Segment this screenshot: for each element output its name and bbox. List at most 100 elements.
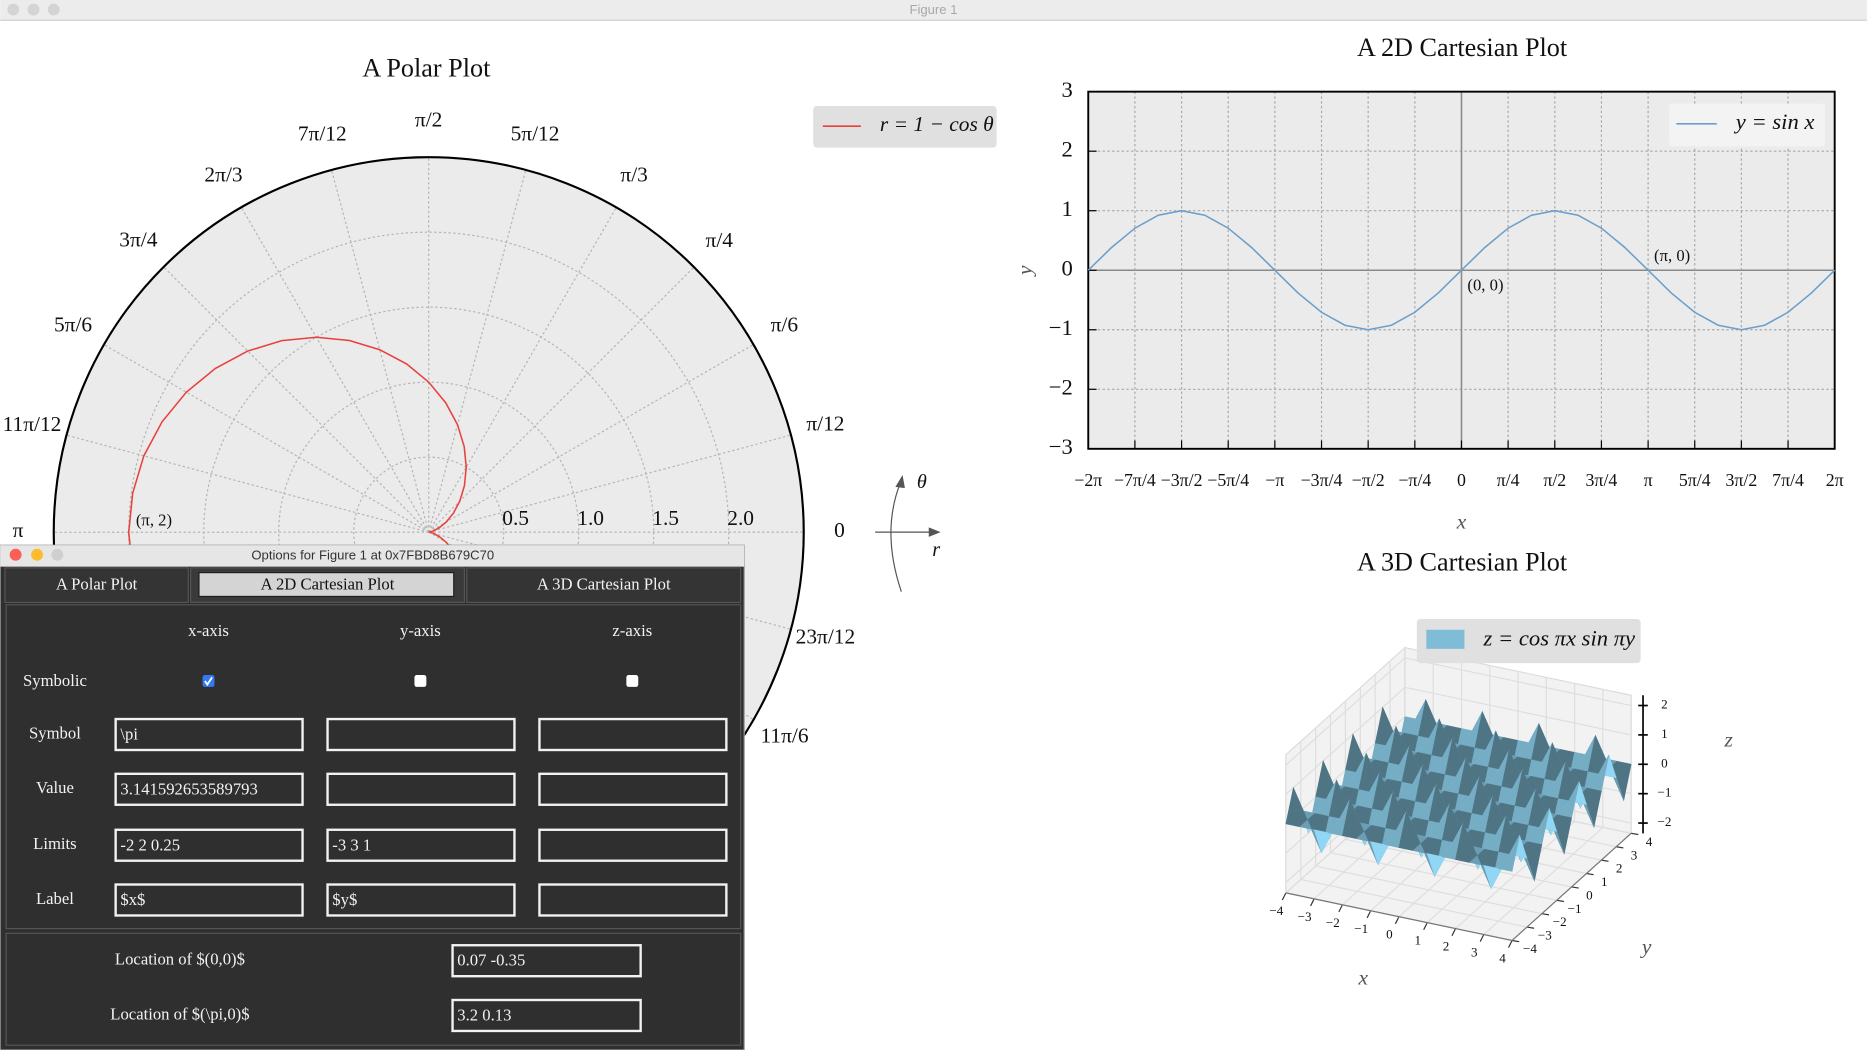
theta-tick-label: 3π/4 <box>119 228 157 252</box>
tick-mark <box>1479 934 1485 942</box>
tab-label: A 2D Cartesian Plot <box>261 575 395 594</box>
grid-line <box>1404 686 1632 736</box>
theta-direction-arc <box>890 483 902 592</box>
y-tick-label: −4 <box>1523 941 1537 956</box>
column-header: y-axis <box>400 621 441 640</box>
grid-line <box>1300 878 1528 928</box>
minimize-button[interactable] <box>31 548 44 561</box>
text-field[interactable] <box>326 883 516 917</box>
zoom-button[interactable] <box>47 3 60 16</box>
text-field[interactable] <box>538 883 728 917</box>
grid-circle <box>353 456 505 608</box>
tick-mark <box>1526 926 1535 929</box>
text-field[interactable] <box>538 772 728 806</box>
r-tick-label: 1.0 <box>577 506 604 530</box>
close-button[interactable] <box>7 3 20 16</box>
legend-box <box>813 105 997 148</box>
legend-box <box>1669 103 1826 147</box>
checkbox[interactable] <box>202 675 215 687</box>
grid-line <box>330 169 430 533</box>
y-tick-label: −1 <box>1049 315 1073 340</box>
checkmark <box>204 676 213 687</box>
text-field[interactable] <box>114 883 304 917</box>
checkbox[interactable] <box>414 675 427 687</box>
y-tick-label: −3 <box>1538 928 1552 943</box>
grid-line <box>1285 686 1406 795</box>
text-field[interactable] <box>538 717 728 752</box>
tick-mark <box>1571 886 1579 889</box>
chart-title: A 2D Cartesian Plot <box>1357 33 1568 62</box>
text-field[interactable] <box>326 717 516 752</box>
text-field[interactable] <box>326 828 516 862</box>
annotation: (π, 2) <box>136 510 172 529</box>
text-field[interactable] <box>114 717 304 752</box>
tab-active[interactable] <box>198 572 455 598</box>
z-axis-label: z <box>1724 728 1734 752</box>
x-tick-label: −5π/4 <box>1207 470 1249 490</box>
text-field[interactable] <box>326 772 516 806</box>
grid-line <box>428 343 754 533</box>
y-tick-label: −3 <box>1049 434 1073 459</box>
tick-mark <box>1281 892 1287 901</box>
tick-mark <box>1541 913 1550 916</box>
theta-tick-label: 5π/12 <box>511 121 560 145</box>
grid-line <box>66 434 429 533</box>
text-field[interactable] <box>114 828 304 862</box>
text-field[interactable] <box>451 998 642 1033</box>
r-tick-label: 0.5 <box>502 506 529 530</box>
theta-tick-label: π/2 <box>415 107 442 131</box>
tick-mark <box>1310 898 1315 907</box>
r-direction-label: r <box>932 539 940 561</box>
minimize-button[interactable] <box>27 3 40 16</box>
x-tick-label: 2 <box>1443 939 1450 954</box>
tick-mark <box>1507 940 1513 948</box>
axis-line <box>1285 832 1632 942</box>
grid-line <box>1315 865 1542 915</box>
y-tick-label: 0 <box>1586 887 1593 902</box>
theta-tick-label: π <box>13 518 24 542</box>
theta-tick-label: 5π/6 <box>54 313 92 337</box>
tab[interactable] <box>4 567 189 603</box>
tick-mark <box>1556 899 1564 903</box>
field-value: \pi <box>120 725 138 744</box>
options-dialog: Options for Figure 1 at 0x7FBD8B679C70 A… <box>0 544 745 1050</box>
text-field[interactable] <box>451 944 642 978</box>
field-value: -2 2 0.25 <box>120 835 180 854</box>
zoom-button[interactable] <box>51 548 64 561</box>
x-axis-label: x <box>1456 510 1467 534</box>
y-tick-label: 3 <box>1061 77 1072 102</box>
text-field[interactable] <box>538 828 728 862</box>
tab[interactable] <box>466 567 742 603</box>
y-axis-label: y <box>1640 935 1652 959</box>
x-tick-label: π <box>1644 470 1653 490</box>
tick-mark <box>1601 859 1609 862</box>
tick-mark <box>1338 904 1343 913</box>
y-tick-label: −1 <box>1568 901 1582 916</box>
x-tick-label: −2π <box>1074 470 1102 490</box>
x-axis-label: x <box>1358 966 1369 990</box>
checkbox[interactable] <box>626 675 639 687</box>
tick-mark <box>1423 922 1428 931</box>
close-button[interactable] <box>9 548 22 561</box>
grid-line <box>428 434 792 533</box>
location-label: Location of $(\pi,0)$ <box>110 1004 249 1023</box>
x-tick-label: 3 <box>1471 945 1478 960</box>
theta-tick-label: 11π/12 <box>3 412 62 436</box>
annotation: (π, 0) <box>1654 246 1690 265</box>
x-tick-label: π/4 <box>1497 470 1520 490</box>
z-tick-label: −1 <box>1657 785 1671 800</box>
theta-tick-label: π/6 <box>771 313 799 337</box>
text-field[interactable] <box>114 772 304 806</box>
x-tick-label: −π <box>1265 470 1284 490</box>
theta-tick-label: π/4 <box>706 228 734 252</box>
location-panel <box>5 932 742 1046</box>
theta-tick-label: 11π/6 <box>760 723 808 747</box>
window-title: Figure 1 <box>910 2 958 17</box>
y-tick-label: 0 <box>1061 255 1072 280</box>
field-value: -3 3 1 <box>332 835 371 854</box>
row-label: Symbolic <box>23 671 87 690</box>
theta-arrowhead <box>895 475 905 489</box>
x-tick-label: 3π/4 <box>1586 470 1618 490</box>
y-axis-label: y <box>1012 265 1036 277</box>
column-header: z-axis <box>612 621 652 640</box>
